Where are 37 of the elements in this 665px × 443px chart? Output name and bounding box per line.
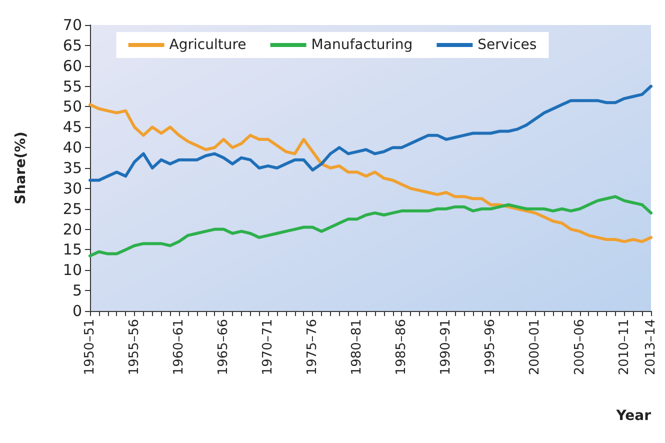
- y-tick-label: 10: [62, 261, 82, 280]
- x-tick-label: 2005–06: [572, 319, 588, 376]
- x-tick-label: 1980–81: [350, 319, 365, 376]
- x-tick-label: 1955–56: [127, 319, 142, 376]
- y-tick-label: 45: [62, 118, 82, 136]
- x-tick-label: 1990–91: [438, 319, 454, 376]
- y-tick-label: 20: [62, 220, 82, 238]
- x-tick-label: 2010–11: [616, 319, 632, 376]
- line-series: [88, 103, 652, 244]
- line-series: [88, 195, 652, 258]
- x-tick-label: 1960–61: [172, 319, 187, 376]
- y-tick-label: 70: [62, 16, 82, 34]
- x-tick-label: 1975–76: [305, 319, 320, 376]
- y-tick-label: 15: [62, 240, 82, 259]
- x-tick-label: 1950–51: [82, 319, 98, 376]
- x-tick-label: 2000–01: [528, 319, 543, 376]
- y-tick-label: 55: [62, 77, 82, 96]
- x-tick-label: 1995–96: [483, 319, 498, 376]
- y-tick-label: 30: [62, 179, 82, 198]
- legend-label: Agriculture: [169, 37, 246, 53]
- x-tick-label: 1985–86: [394, 319, 410, 376]
- legend-label: Manufacturing: [311, 37, 413, 53]
- legend-label: Services: [478, 37, 537, 53]
- y-tick-label: 60: [62, 56, 82, 75]
- y-tick-label: 25: [62, 200, 82, 218]
- line-series: [88, 84, 652, 182]
- x-tick-label: 2013–14: [644, 319, 658, 376]
- y-tick-label: 40: [62, 138, 82, 157]
- y-tick-label: 5: [72, 282, 82, 300]
- y-tick-label: 35: [62, 159, 82, 177]
- y-axis-title: Share(%): [13, 132, 29, 204]
- x-tick-label: 1965–66: [216, 319, 232, 376]
- y-tick-label: 65: [62, 36, 82, 54]
- y-tick-label: 0: [72, 302, 82, 320]
- y-tick-label: 50: [62, 98, 82, 116]
- x-axis-title: Year: [615, 408, 652, 424]
- x-tick-label: 1970–71: [260, 319, 276, 376]
